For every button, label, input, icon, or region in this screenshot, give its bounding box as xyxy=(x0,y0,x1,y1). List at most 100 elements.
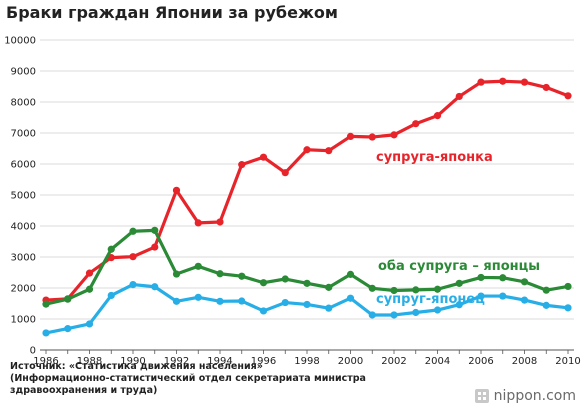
nippon-logo[interactable]: nippon.com xyxy=(474,388,576,404)
y-axis: 0 1000 2000 3000 4000 5000 6000 7000 8000 9000 100… xyxy=(4,36,36,357)
data-point xyxy=(542,83,550,92)
data-point xyxy=(390,311,398,319)
y-tick-label: 3000 xyxy=(11,253,36,264)
series-layer xyxy=(42,77,572,337)
data-point xyxy=(216,218,224,226)
source-line-1: Источник: «Статистика движения населения… xyxy=(10,361,263,372)
data-point xyxy=(455,301,463,309)
data-point xyxy=(238,272,246,280)
x-tick-label: 1986 xyxy=(33,356,58,367)
data-point xyxy=(129,253,137,261)
source-line-2: (Информационно-статистический отдел секр… xyxy=(10,373,366,384)
data-point xyxy=(368,284,376,292)
data-point xyxy=(564,92,572,100)
series-label: супруг-японец xyxy=(376,292,485,307)
data-point xyxy=(564,282,572,291)
data-point xyxy=(172,270,181,278)
data-point xyxy=(303,300,311,309)
x-tick-label: 2010 xyxy=(555,356,580,367)
data-point xyxy=(412,120,420,128)
data-point xyxy=(85,320,94,328)
data-point xyxy=(129,227,137,235)
data-point xyxy=(42,329,50,337)
data-point xyxy=(346,294,355,302)
series-label: супруга-японка xyxy=(376,150,493,165)
series-2 xyxy=(42,226,572,308)
data-point xyxy=(151,283,159,291)
data-point xyxy=(455,279,463,287)
y-tick-label: 4000 xyxy=(11,222,36,233)
series-3 xyxy=(42,280,572,337)
data-point xyxy=(303,146,311,154)
data-point xyxy=(151,226,159,234)
x-axis: 1986 1988 1990 1992 1994 1996 1998 2000 2002 2004… xyxy=(33,350,581,367)
data-point xyxy=(520,278,529,286)
y-tick-label: 1000 xyxy=(11,315,36,326)
data-point xyxy=(368,133,376,141)
data-point xyxy=(433,306,442,314)
x-tick-label: 1998 xyxy=(294,356,319,367)
source-note: Источник: «Статистика движения населения… xyxy=(10,361,366,397)
source-line-3: здравоохранения и труда) xyxy=(10,385,158,396)
data-point xyxy=(281,169,289,177)
data-point xyxy=(325,304,333,312)
data-point xyxy=(107,245,115,253)
y-tick-label: 2000 xyxy=(11,284,36,295)
data-point xyxy=(346,270,355,278)
chart-title: Браки граждан Японии за рубежом xyxy=(6,3,338,22)
data-point xyxy=(412,308,420,317)
data-point xyxy=(259,279,268,287)
series-labels: супруга-японка оба супруга – японцы супруг… xyxy=(376,150,540,307)
data-point xyxy=(412,286,420,294)
data-point xyxy=(216,270,224,278)
x-tick-label: 1988 xyxy=(77,356,102,367)
data-point xyxy=(455,92,463,101)
data-point xyxy=(542,286,550,294)
data-point xyxy=(281,275,289,283)
x-tick-label: 1992 xyxy=(164,356,189,367)
x-tick-label: 2000 xyxy=(338,356,363,367)
x-tick-label: 2002 xyxy=(381,356,406,367)
data-point xyxy=(325,283,333,291)
series-label: оба супруга – японцы xyxy=(378,259,540,274)
data-point xyxy=(303,279,311,287)
x-tick-label: 1990 xyxy=(120,356,145,367)
data-point xyxy=(390,286,398,295)
y-tick-label: 5000 xyxy=(11,191,36,202)
data-point xyxy=(325,147,333,155)
data-point xyxy=(368,311,376,319)
x-tick-label: 1994 xyxy=(207,356,232,367)
data-point xyxy=(390,131,398,139)
data-point xyxy=(477,78,485,86)
data-point xyxy=(151,243,159,251)
data-point xyxy=(64,295,72,303)
data-point xyxy=(477,292,485,300)
data-point xyxy=(216,297,224,305)
x-tick-label: 1996 xyxy=(251,356,276,367)
data-point xyxy=(172,297,181,305)
y-tick-label: 8000 xyxy=(11,98,36,109)
data-point xyxy=(346,132,355,141)
data-point xyxy=(129,280,137,289)
data-point xyxy=(194,262,202,270)
x-tick-label: 2008 xyxy=(512,356,537,367)
series-line xyxy=(45,282,569,335)
y-tick-label: 6000 xyxy=(11,160,36,171)
data-point xyxy=(64,325,72,333)
data-point xyxy=(499,77,507,85)
data-point xyxy=(477,273,485,282)
data-point xyxy=(238,297,246,305)
y-tick-label: 10000 xyxy=(4,36,36,47)
data-point xyxy=(259,153,268,161)
x-tick-label: 2004 xyxy=(425,356,450,367)
data-point xyxy=(499,292,507,300)
data-point xyxy=(542,301,550,309)
data-point xyxy=(281,298,289,307)
data-point xyxy=(520,78,529,86)
data-point xyxy=(238,161,246,169)
data-point xyxy=(107,291,115,300)
data-point xyxy=(259,307,268,315)
data-point xyxy=(85,269,94,277)
data-point xyxy=(85,285,94,293)
